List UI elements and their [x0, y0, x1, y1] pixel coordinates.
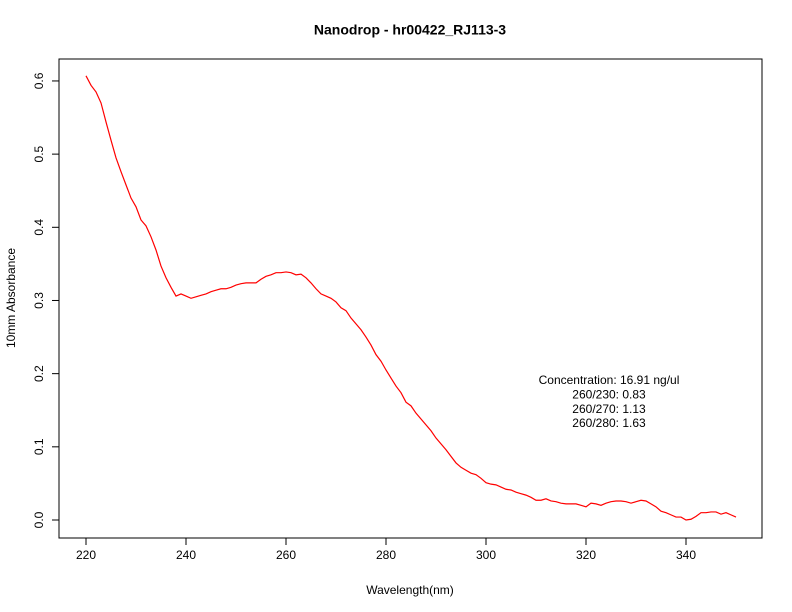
x-tick-label: 260 — [276, 548, 296, 562]
y-tick-label: 0.2 — [32, 365, 46, 382]
y-tick-label: 0.0 — [32, 511, 46, 528]
y-tick-label: 0.5 — [32, 145, 46, 162]
annotation: 260/230: 0.83 — [572, 387, 646, 401]
annotation: 260/280: 1.63 — [572, 416, 646, 430]
y-axis-label: 10mm Absorbance — [4, 248, 18, 348]
y-tick-label: 0.1 — [32, 438, 46, 455]
annotation: Concentration: 16.91 ng/ul — [539, 373, 680, 387]
x-tick-label: 280 — [376, 548, 396, 562]
spectrum-line — [85, 75, 737, 521]
x-tick-label: 340 — [676, 548, 696, 562]
x-axis-label: Wavelength(nm) — [366, 583, 454, 597]
x-tick-label: 300 — [476, 548, 496, 562]
x-tick-label: 240 — [176, 548, 196, 562]
y-tick-label: 0.3 — [32, 292, 46, 309]
annotation: 260/270: 1.13 — [572, 402, 646, 416]
x-tick-label: 220 — [76, 548, 96, 562]
y-tick-label: 0.6 — [32, 72, 46, 89]
x-tick-label: 320 — [576, 548, 596, 562]
chart-title: Nanodrop - hr00422_RJ113-3 — [314, 22, 506, 38]
y-tick-label: 0.4 — [32, 219, 46, 236]
